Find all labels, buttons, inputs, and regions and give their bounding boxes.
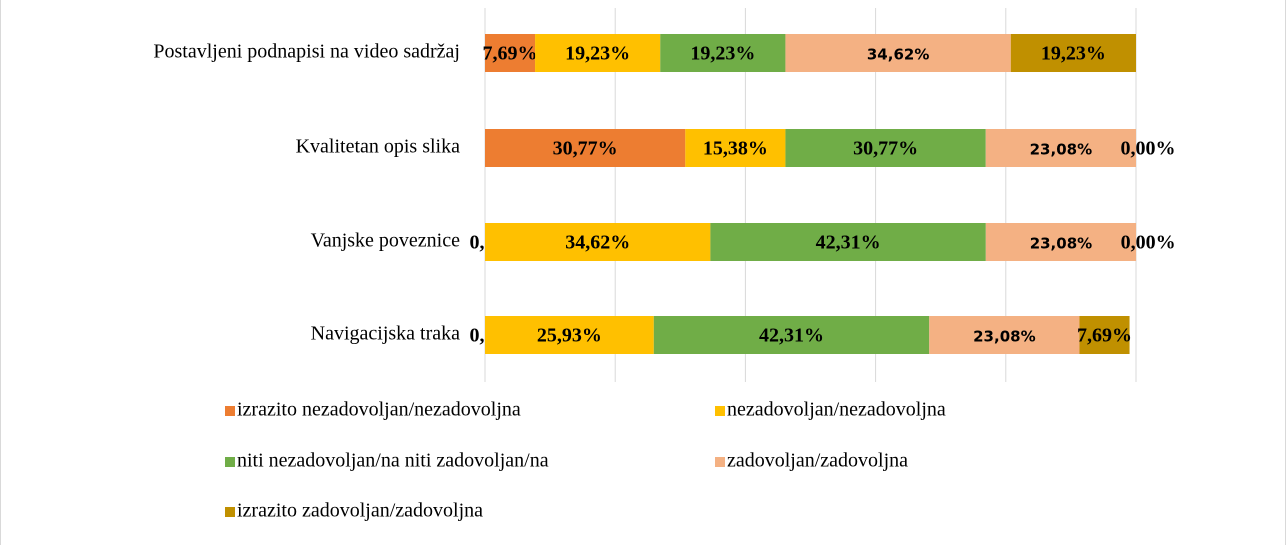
value-label: 25,93% xyxy=(537,325,602,347)
category-label: Postavljeni podnapisi na video sadržaj xyxy=(153,41,460,63)
value-label: 7,69% xyxy=(1077,325,1132,347)
category-label: Kvalitetan opis slika xyxy=(296,136,461,158)
legend-swatch xyxy=(715,457,725,467)
bar-segment xyxy=(660,34,786,72)
value-label: 19,23% xyxy=(1041,43,1106,65)
bar-segment xyxy=(485,223,711,261)
bar-segment xyxy=(710,223,986,261)
legend-label: izrazito nezadovoljan/nezadovoljna xyxy=(237,399,521,421)
bar-segment xyxy=(1079,316,1130,354)
legend-swatch xyxy=(225,457,235,467)
bar-segment xyxy=(785,34,1011,72)
value-label: 23,08% xyxy=(1030,141,1092,159)
value-label: 30,77% xyxy=(853,138,918,160)
bar-segment xyxy=(985,223,1137,261)
legend-swatch xyxy=(225,507,235,517)
legend-swatch xyxy=(225,406,235,416)
category-label: Navigacijska traka xyxy=(311,323,460,345)
category-label: Vanjske poveznice xyxy=(311,230,461,252)
bar-segment xyxy=(685,129,786,167)
value-label: 34,62% xyxy=(565,232,630,254)
value-label: 7,69% xyxy=(483,43,538,65)
bar-segment xyxy=(535,34,661,72)
bar-segment xyxy=(485,34,536,72)
legend-label: nezadovoljan/nezadovoljna xyxy=(727,399,946,421)
legend-label: izrazito zadovoljan/zadovoljna xyxy=(237,500,483,522)
value-label: 15,38% xyxy=(703,138,768,160)
bar-segment xyxy=(985,129,1136,167)
bar-segment xyxy=(785,129,986,167)
value-label: 19,23% xyxy=(565,43,630,65)
legend-swatch xyxy=(715,406,725,416)
legend-label: niti nezadovoljan/na niti zadovoljan/na xyxy=(237,450,549,472)
value-label: 0,00% xyxy=(1121,232,1176,254)
value-label: 0,00% xyxy=(1121,138,1176,160)
value-label: 42,31% xyxy=(759,325,824,347)
bar-segment xyxy=(485,129,686,167)
bar-segment xyxy=(653,316,930,354)
bar-segment xyxy=(929,316,1080,354)
value-label: 30,77% xyxy=(553,138,618,160)
bar-segment xyxy=(485,316,654,354)
bar-segment xyxy=(1010,34,1136,72)
legend-label: zadovoljan/zadovoljna xyxy=(727,450,908,472)
value-label: 23,08% xyxy=(1030,235,1092,253)
value-label: 42,31% xyxy=(816,232,881,254)
value-label: 19,23% xyxy=(690,43,755,65)
value-label: 34,62% xyxy=(867,46,929,64)
value-label: 23,08% xyxy=(973,328,1035,346)
